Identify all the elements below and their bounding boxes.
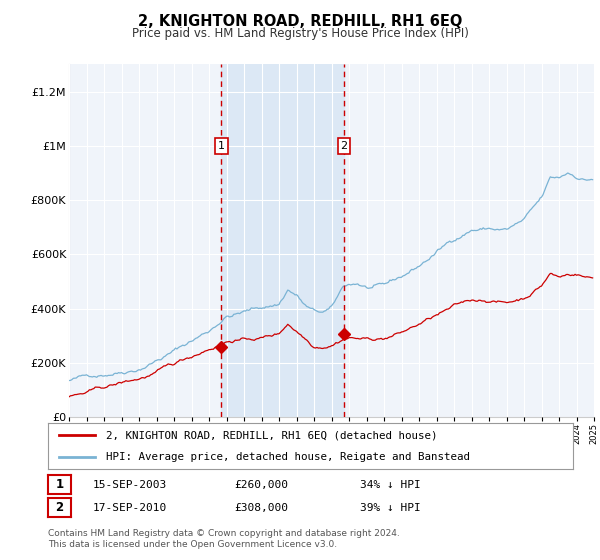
Text: £308,000: £308,000: [234, 503, 288, 513]
Text: 1: 1: [55, 478, 64, 491]
Text: Price paid vs. HM Land Registry's House Price Index (HPI): Price paid vs. HM Land Registry's House …: [131, 27, 469, 40]
Text: 17-SEP-2010: 17-SEP-2010: [93, 503, 167, 513]
Text: 2: 2: [55, 501, 64, 514]
Text: HPI: Average price, detached house, Reigate and Banstead: HPI: Average price, detached house, Reig…: [106, 452, 470, 462]
Text: 34% ↓ HPI: 34% ↓ HPI: [360, 480, 421, 490]
Bar: [221, 64, 344, 417]
Text: Contains HM Land Registry data © Crown copyright and database right 2024.
This d: Contains HM Land Registry data © Crown c…: [48, 529, 400, 549]
Text: 1: 1: [218, 141, 225, 151]
Text: 15-SEP-2003: 15-SEP-2003: [93, 480, 167, 490]
Text: 39% ↓ HPI: 39% ↓ HPI: [360, 503, 421, 513]
Text: 2: 2: [340, 141, 347, 151]
Text: 2, KNIGHTON ROAD, REDHILL, RH1 6EQ: 2, KNIGHTON ROAD, REDHILL, RH1 6EQ: [138, 14, 462, 29]
Text: 2, KNIGHTON ROAD, REDHILL, RH1 6EQ (detached house): 2, KNIGHTON ROAD, REDHILL, RH1 6EQ (deta…: [106, 430, 437, 440]
Text: £260,000: £260,000: [234, 480, 288, 490]
